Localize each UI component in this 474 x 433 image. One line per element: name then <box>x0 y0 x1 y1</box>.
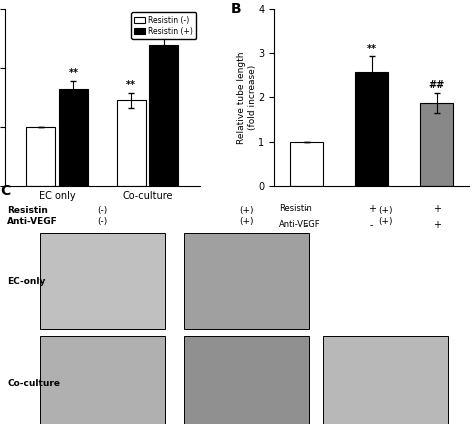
Bar <box>117 100 146 186</box>
Text: (+): (+) <box>239 217 254 226</box>
Bar <box>183 233 309 329</box>
Text: -: - <box>305 204 309 214</box>
Text: Resistin: Resistin <box>279 204 312 213</box>
Text: EC-only: EC-only <box>7 277 46 286</box>
Bar <box>356 72 388 186</box>
Text: **: ** <box>367 43 377 54</box>
Text: +: + <box>368 204 376 214</box>
Text: **: ** <box>126 81 136 90</box>
Text: (+): (+) <box>239 206 254 215</box>
Text: ##: ## <box>428 81 445 90</box>
Bar <box>39 233 165 329</box>
Text: Resistin: Resistin <box>7 206 48 215</box>
Bar <box>323 336 448 431</box>
Bar <box>149 45 178 186</box>
Text: C: C <box>0 184 10 198</box>
Legend: Resistin (-), Resistin (+): Resistin (-), Resistin (+) <box>131 13 196 39</box>
Bar <box>27 127 55 186</box>
Y-axis label: Relative tube length
(fold increase): Relative tube length (fold increase) <box>237 51 257 144</box>
Text: -: - <box>305 220 309 230</box>
Text: (+): (+) <box>378 217 393 226</box>
Text: Co-culture: Co-culture <box>7 379 60 388</box>
Bar <box>291 142 323 186</box>
Text: B: B <box>231 2 242 16</box>
Text: **##: **## <box>152 23 176 32</box>
Text: **: ** <box>68 68 78 78</box>
Bar <box>59 89 88 186</box>
Bar <box>183 336 309 431</box>
Text: +: + <box>433 220 441 230</box>
Text: Anti-VEGF: Anti-VEGF <box>7 217 58 226</box>
Text: (-): (-) <box>97 217 108 226</box>
Text: Anti-VEGF: Anti-VEGF <box>279 220 321 229</box>
Text: (-): (-) <box>97 206 108 215</box>
Bar <box>39 336 165 431</box>
Bar <box>420 103 453 186</box>
Text: +: + <box>433 204 441 214</box>
Text: -: - <box>370 220 374 230</box>
Text: (+): (+) <box>378 206 393 215</box>
